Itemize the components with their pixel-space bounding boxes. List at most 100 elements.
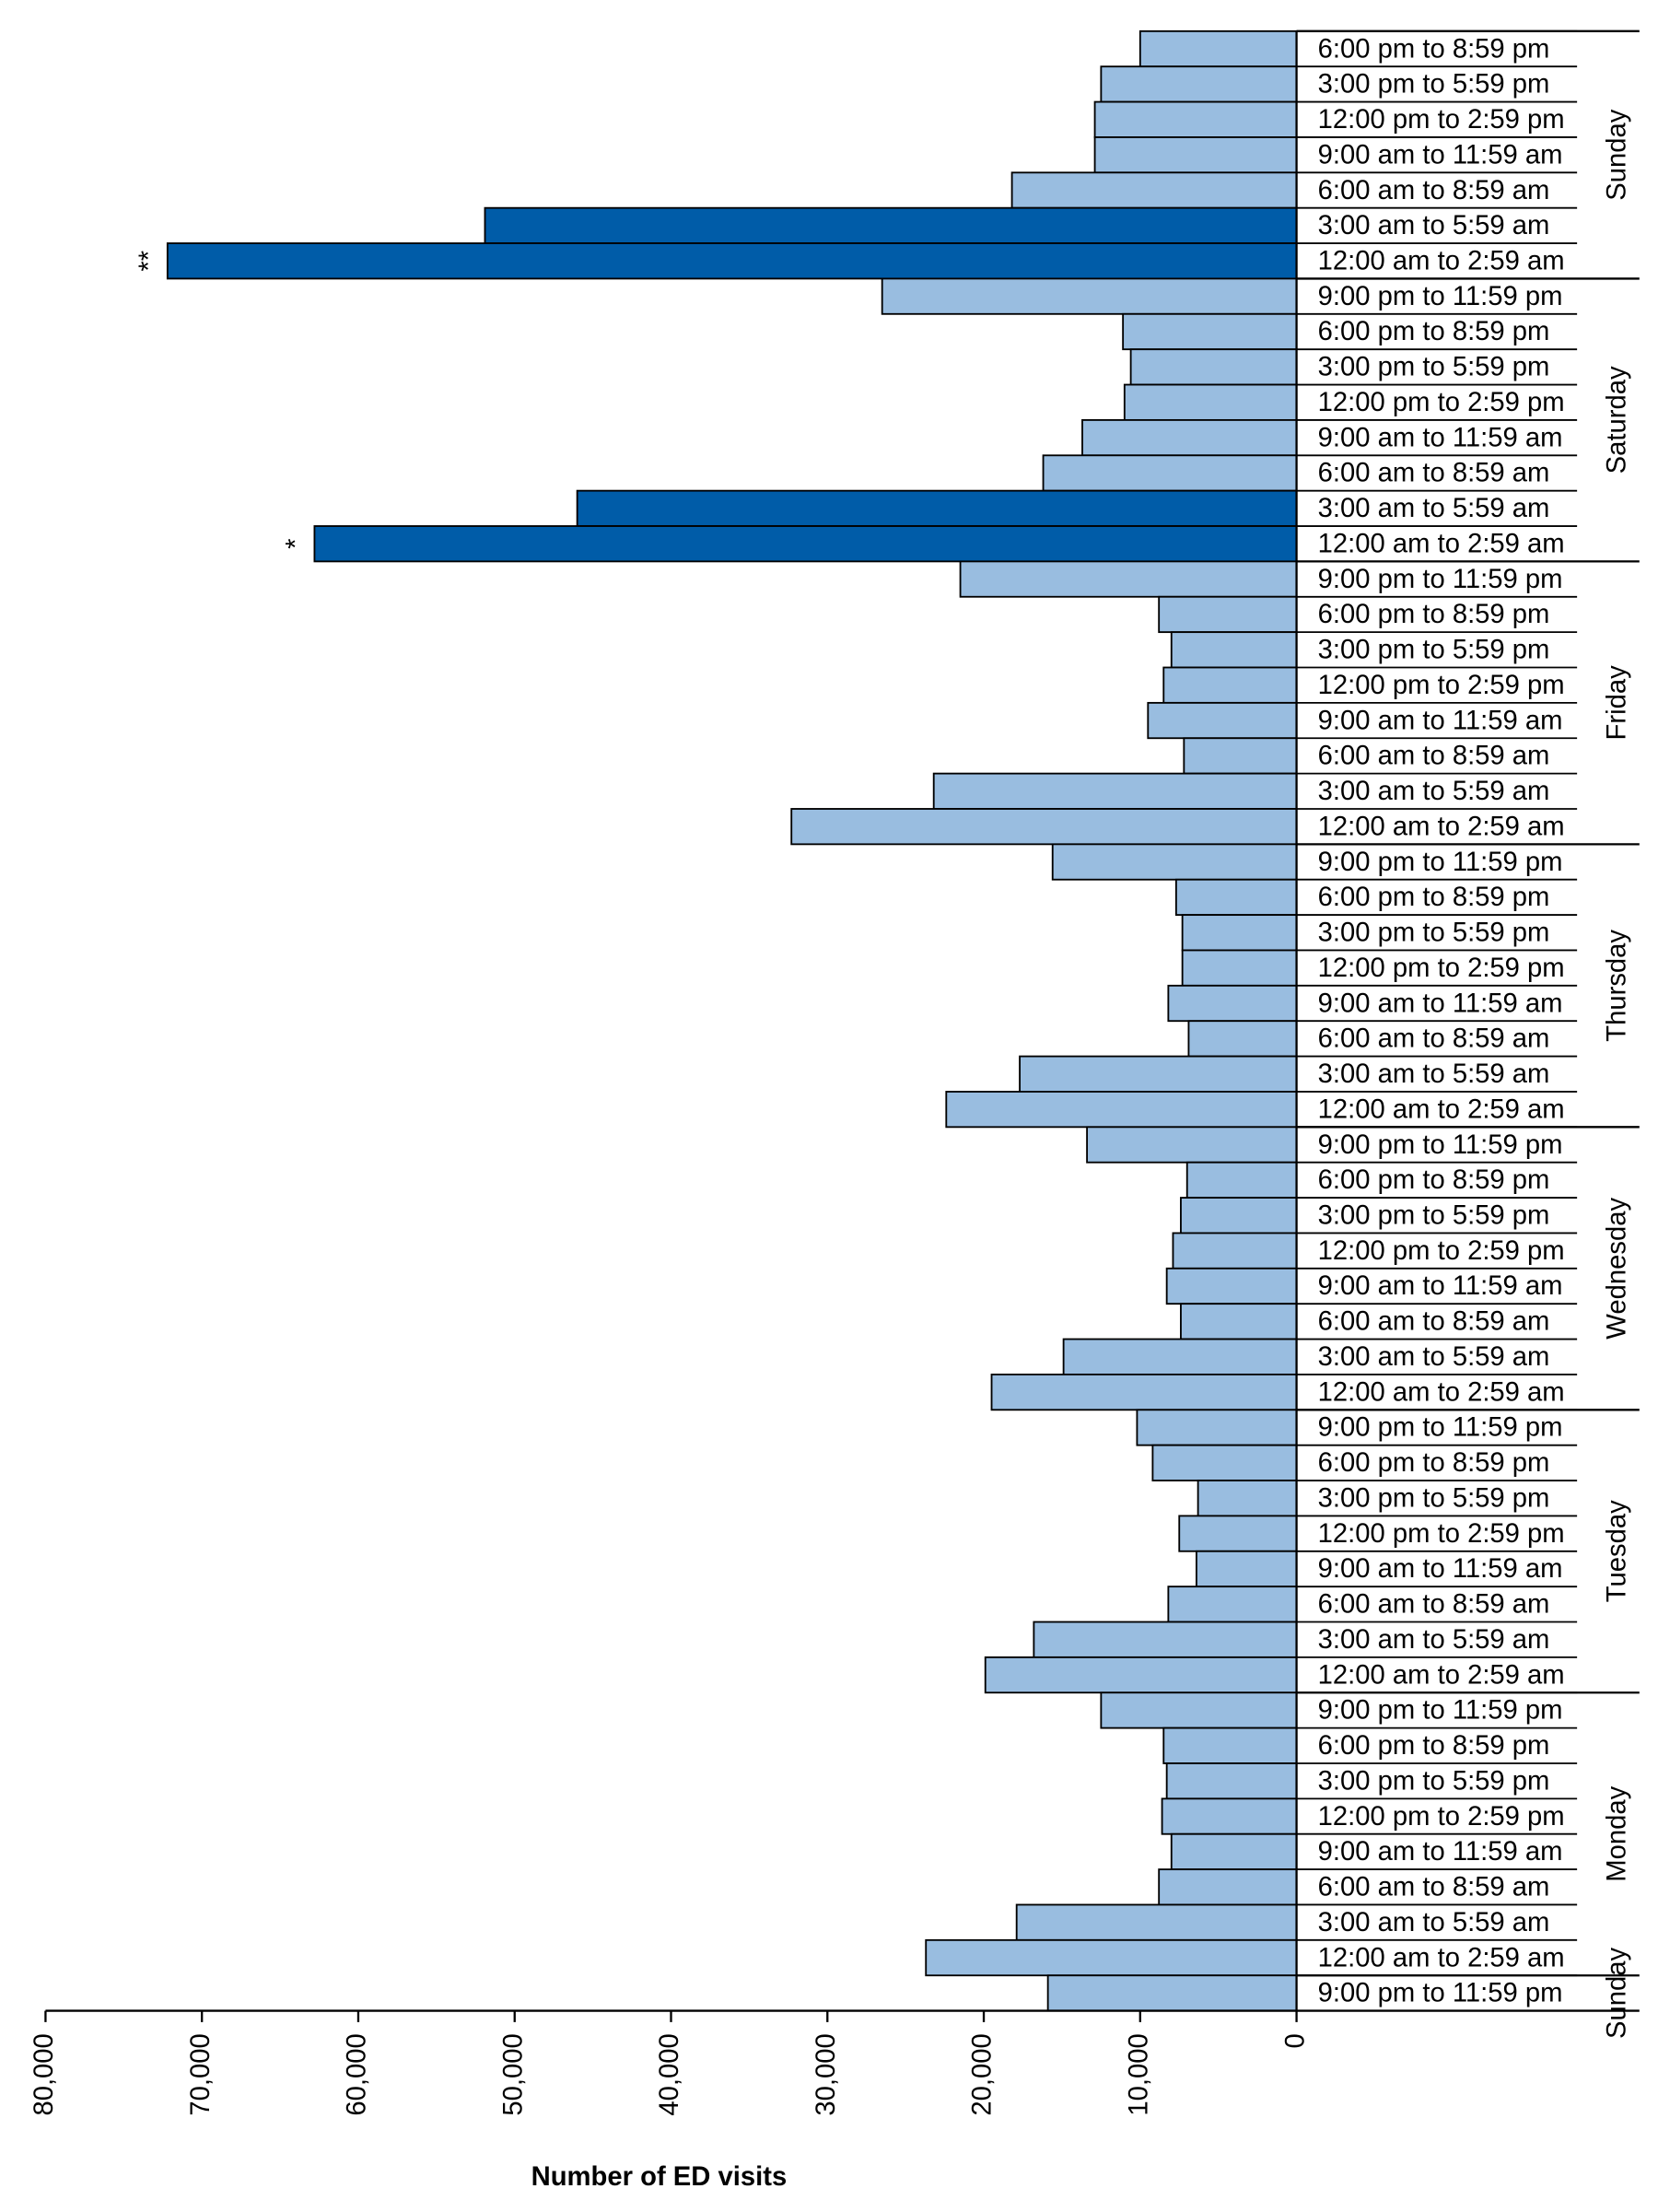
x-tick-label: 40,000 [655,2033,684,2115]
row-label: 12:00 pm to 2:59 pm [1318,1519,1565,1549]
bar [484,206,1298,244]
row-label: 9:00 am to 11:59 am [1318,706,1563,735]
bar [1010,171,1298,209]
bar [1158,595,1298,634]
row-label: 3:00 am to 5:59 am [1318,1059,1550,1089]
row-label: 3:00 am to 5:59 am [1318,777,1550,806]
row-label: 6:00 am to 8:59 am [1318,459,1550,488]
bar [1093,100,1298,138]
bar [1123,383,1298,421]
bar [1015,1903,1298,1941]
row-label: 12:00 pm to 2:59 pm [1318,954,1565,983]
x-tick-label: 10,000 [1125,2033,1154,2115]
bar [1174,878,1298,917]
bar [1185,1161,1298,1199]
bar [1147,701,1298,740]
row-label: 3:00 pm to 5:59 pm [1318,1766,1550,1796]
bar [313,525,1298,563]
row-label: 6:00 am to 8:59 am [1318,742,1550,771]
row-label: 9:00 am to 11:59 am [1318,1837,1563,1867]
x-tick-label: 30,000 [811,2033,841,2115]
row-label: 9:00 pm to 11:59 pm [1318,1979,1563,2008]
row-label: 6:00 am to 8:59 am [1318,176,1550,205]
row-label: 12:00 am to 2:59 am [1318,247,1565,276]
row-label: 6:00 pm to 8:59 pm [1318,600,1550,629]
bar [1165,1762,1298,1800]
row-label: 6:00 pm to 8:59 pm [1318,1448,1550,1478]
row-label: 9:00 am to 11:59 am [1318,140,1563,170]
row-label: 9:00 am to 11:59 am [1318,423,1563,452]
bar [1167,984,1298,1023]
row-label: 12:00 am to 2:59 am [1318,1660,1565,1690]
bar [1086,1126,1298,1164]
row-label: 3:00 am to 5:59 am [1318,1908,1550,1937]
bar [932,772,1298,810]
row-label: 3:00 pm to 5:59 pm [1318,70,1550,99]
day-label: Sunday [1602,1947,1631,2038]
day-label: Tuesday [1602,1500,1631,1602]
bar [1138,29,1298,68]
row-label: 3:00 am to 5:59 am [1318,211,1550,240]
row-label: 3:00 am to 5:59 am [1318,1342,1550,1372]
bar [1183,737,1298,775]
bar [790,808,1298,846]
bar [1170,631,1298,669]
row-label: 9:00 am to 11:59 am [1318,1554,1563,1584]
bar [1042,454,1298,492]
bar [984,1656,1298,1694]
day-label: Sunday [1602,109,1631,200]
row-label: 3:00 pm to 5:59 pm [1318,1483,1550,1513]
bar [1151,1444,1298,1481]
bar [1197,1480,1298,1517]
row-label: 12:00 pm to 2:59 pm [1318,388,1565,417]
bar [925,1938,1298,1977]
row-label: 3:00 pm to 5:59 pm [1318,919,1550,948]
bar [1162,1726,1298,1764]
row-label: 6:00 pm to 8:59 pm [1318,883,1550,912]
row-label: 9:00 pm to 11:59 pm [1318,1413,1563,1443]
bar [1129,348,1298,386]
row-label: 12:00 pm to 2:59 pm [1318,671,1565,700]
bar [1187,1020,1298,1058]
row-label: 3:00 am to 5:59 am [1318,1625,1550,1655]
row-label: 9:00 am to 11:59 am [1318,1271,1563,1301]
bar [1196,1550,1298,1588]
row-label: 3:00 pm to 5:59 pm [1318,1201,1550,1231]
day-label: Thursday [1602,930,1631,1042]
bar [959,560,1298,598]
row-label: 3:00 am to 5:59 am [1318,494,1550,523]
annotation: ** [134,251,164,272]
bar [1181,914,1298,952]
row-label: 12:00 pm to 2:59 pm [1318,1802,1565,1832]
bar [1081,418,1298,457]
row-label: 6:00 pm to 8:59 pm [1318,317,1550,346]
x-tick-label: 20,000 [968,2033,998,2115]
bar [1165,1267,1298,1305]
x-tick-label: 70,000 [186,2033,216,2115]
bar [1033,1621,1298,1658]
x-tick-label: 0 [1280,2033,1310,2048]
bar [881,277,1298,315]
bar [576,489,1298,527]
bar [990,1373,1298,1411]
bar [1100,1691,1298,1729]
row-label: 6:00 pm to 8:59 pm [1318,34,1550,64]
bar [1178,1515,1298,1552]
bar [1161,1797,1298,1835]
bar [1162,666,1298,704]
bar [1170,1832,1298,1871]
bar [1158,1868,1298,1906]
bar [1167,1586,1298,1623]
row-label: 3:00 pm to 5:59 pm [1318,353,1550,382]
bar [1136,1409,1298,1446]
row-label: 3:00 pm to 5:59 pm [1318,636,1550,665]
row-label: 12:00 am to 2:59 am [1318,1943,1565,1972]
bar [166,242,1298,280]
day-label: Wednesday [1602,1198,1631,1340]
row-label: 12:00 am to 2:59 am [1318,529,1565,558]
bar [1019,1055,1298,1093]
bar [1122,312,1298,351]
day-label: Monday [1602,1785,1631,1881]
